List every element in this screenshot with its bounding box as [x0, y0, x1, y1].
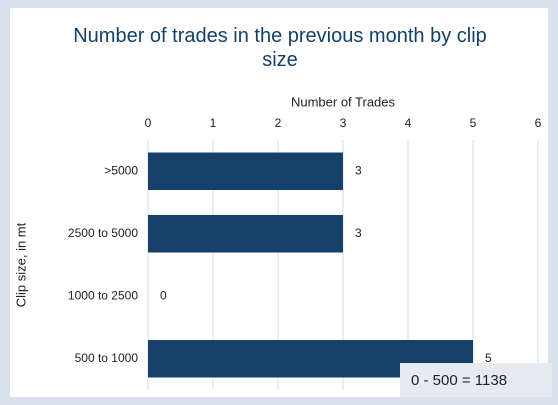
- y-tick-label: 1000 to 2500: [68, 288, 138, 302]
- x-tick-label: 2: [275, 116, 282, 130]
- annotation: 0 - 500 = 1138: [411, 372, 507, 389]
- chart-title: Number of trades in the previous month b…: [73, 25, 487, 71]
- value-label: 0: [160, 288, 167, 302]
- x-tick-label: 5: [470, 116, 477, 130]
- bar: [148, 152, 343, 190]
- y-tick-label: 2500 to 5000: [68, 226, 138, 240]
- x-tick-label: 3: [340, 116, 347, 130]
- bar: [148, 215, 343, 253]
- y-tick-label: 500 to 1000: [75, 351, 139, 365]
- panel: [10, 8, 548, 397]
- y-tick-label: >5000: [104, 163, 138, 177]
- value-label: 3: [355, 226, 362, 240]
- x-axis-label: Number of Trades: [291, 94, 396, 109]
- x-tick-label: 0: [145, 116, 152, 130]
- annotation-box: [400, 363, 552, 397]
- value-label: 3: [355, 163, 362, 177]
- x-tick-label: 1: [210, 116, 217, 130]
- y-axis-label: Clip size, in mt: [13, 222, 28, 307]
- value-label: 5: [485, 351, 492, 365]
- x-tick-label: 6: [535, 116, 542, 130]
- x-tick-label: 4: [405, 116, 412, 130]
